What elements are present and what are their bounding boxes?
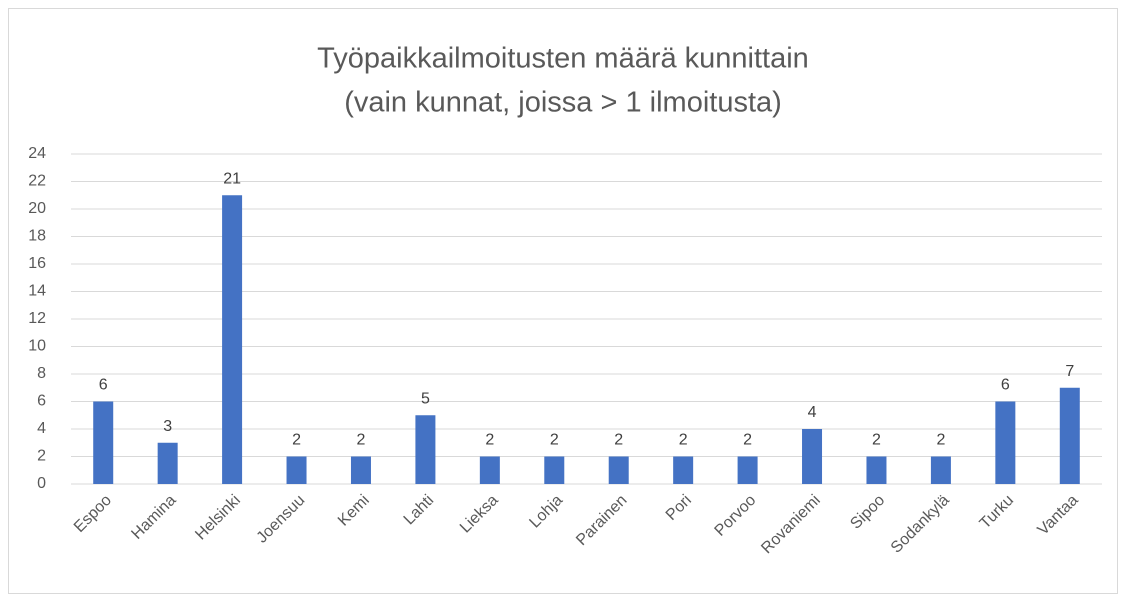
bar (802, 429, 823, 484)
data-label: 6 (1001, 377, 1010, 394)
bar (157, 442, 178, 484)
bar (608, 456, 629, 484)
y-tick-label: 24 (28, 145, 46, 162)
bar (737, 456, 758, 484)
y-tick-label: 6 (37, 393, 46, 410)
y-tick-label: 4 (37, 420, 46, 437)
y-tick-label: 16 (28, 255, 46, 272)
chart-subtitle: (vain kunnat, joissa > 1 ilmoitusta) (344, 87, 782, 119)
y-tick-label: 2 (37, 448, 46, 465)
bar (1059, 387, 1080, 484)
y-tick-label: 0 (37, 475, 46, 492)
data-label: 2 (614, 432, 623, 449)
bar (930, 456, 951, 484)
data-label: 21 (223, 170, 241, 187)
bar (350, 456, 371, 484)
bar (673, 456, 694, 484)
chart-border (8, 8, 1118, 594)
bar (544, 456, 565, 484)
bar (479, 456, 500, 484)
data-label: 5 (421, 390, 430, 407)
y-tick-label: 20 (28, 200, 46, 217)
data-label: 2 (485, 432, 494, 449)
bar (866, 456, 887, 484)
data-label: 2 (872, 432, 881, 449)
y-tick-label: 18 (28, 228, 46, 245)
data-label: 2 (357, 432, 366, 449)
y-tick-label: 8 (37, 365, 46, 382)
data-label: 2 (743, 432, 752, 449)
data-label: 2 (292, 432, 301, 449)
y-tick-label: 12 (28, 310, 46, 327)
data-label: 2 (679, 432, 688, 449)
data-label: 4 (808, 404, 817, 421)
data-label: 7 (1065, 363, 1074, 380)
y-tick-label: 22 (28, 173, 46, 190)
bar (222, 195, 243, 484)
bar (415, 415, 436, 484)
y-tick-label: 10 (28, 338, 46, 355)
y-tick-label: 14 (28, 283, 46, 300)
bar (93, 401, 114, 484)
bar (995, 401, 1016, 484)
data-label: 3 (163, 418, 172, 435)
chart-title: Työpaikkailmoitusten määrä kunnittain (317, 43, 809, 75)
data-label: 2 (550, 432, 559, 449)
bar (286, 456, 307, 484)
data-label: 2 (936, 432, 945, 449)
data-label: 6 (99, 377, 108, 394)
